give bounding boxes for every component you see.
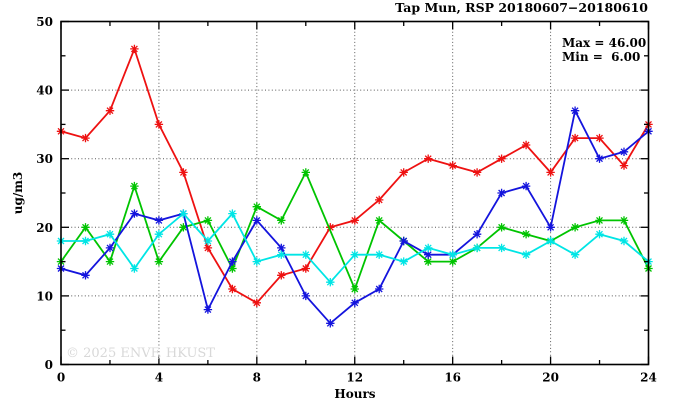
series-green-markers	[56, 168, 653, 294]
gridlines	[61, 21, 649, 365]
x-tick-label: 8	[253, 371, 261, 385]
plot-area: 0 4 8 12 16 20 24 0 10 20 30 40 50	[36, 15, 657, 385]
x-tick-label: 0	[57, 371, 65, 385]
stat-min-label: Min = 6.00	[562, 50, 640, 64]
axis-ticks	[60, 20, 650, 366]
y-tick-label: 30	[36, 152, 53, 166]
x-tick-label: 16	[444, 371, 461, 385]
y-axis-label: ug/m3	[11, 172, 25, 215]
x-tick-label: 20	[542, 371, 559, 385]
watermark: © 2025 ENVF, HKUST	[66, 346, 215, 361]
x-axis-label: Hours	[334, 387, 375, 401]
series-green-line	[60, 170, 650, 292]
y-tick-label: 50	[36, 15, 53, 29]
x-tick-label: 4	[155, 371, 163, 385]
x-tick-label: 24	[640, 371, 657, 385]
stat-max-label: Max = 46.00	[562, 36, 646, 50]
y-tick-label: 20	[36, 221, 53, 235]
series-green	[56, 168, 653, 294]
chart-title: Tap Mun, RSP 20180607−20180610	[395, 0, 648, 15]
series-red	[56, 44, 653, 307]
y-tick-label: 0	[45, 358, 53, 372]
y-tick-label: 10	[36, 289, 53, 303]
series-cyan	[56, 209, 653, 287]
axis-tick-labels: 0 4 8 12 16 20 24 0 10 20 30 40 50	[36, 15, 657, 385]
x-tick-label: 12	[346, 371, 363, 385]
y-tick-label: 40	[36, 84, 53, 98]
